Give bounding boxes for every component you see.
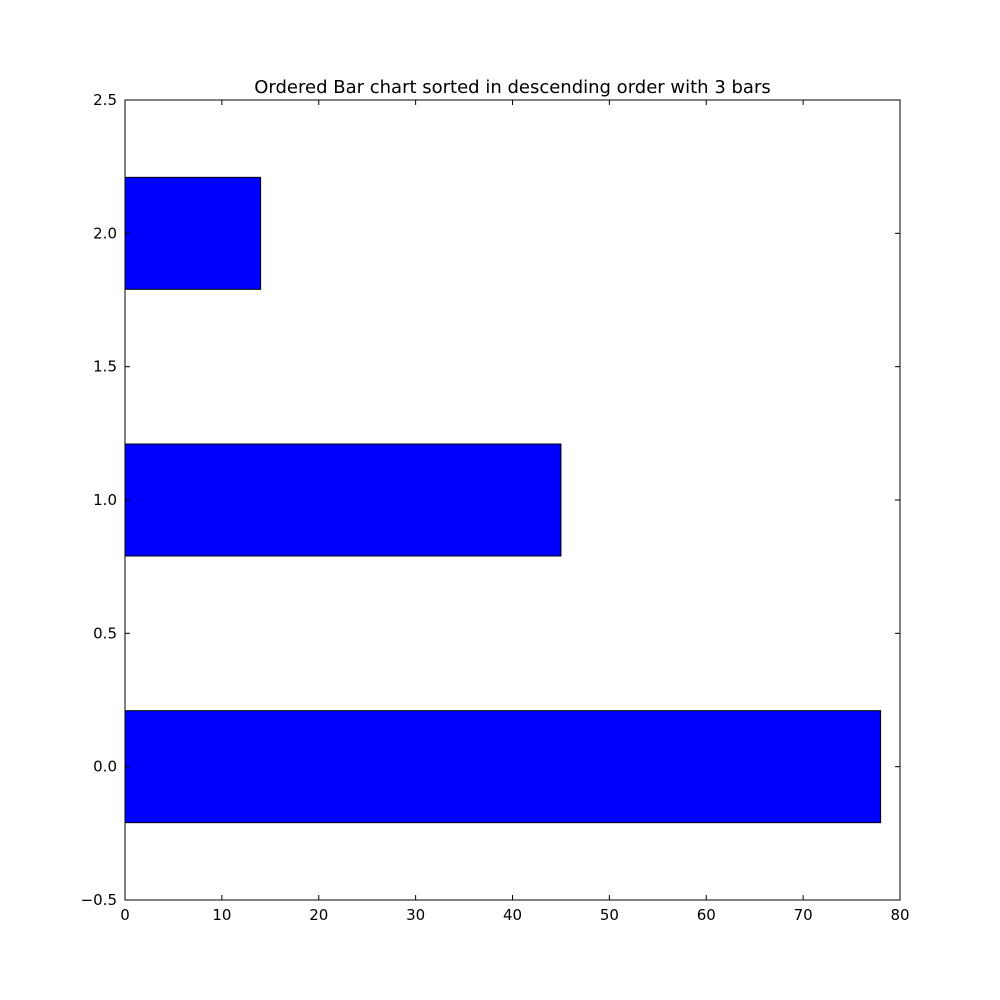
y-tick-label: 0.0 — [93, 758, 117, 776]
x-tick-label: 50 — [600, 906, 619, 924]
y-tick-label: 2.0 — [93, 224, 117, 242]
x-tick-label: 20 — [309, 906, 328, 924]
x-tick-label: 40 — [503, 906, 522, 924]
x-tick-label: 70 — [794, 906, 813, 924]
bar-0.0 — [124, 710, 882, 824]
bar-1.0 — [124, 443, 562, 557]
y-tick-label: 0.5 — [93, 624, 117, 642]
y-tick-label: 1.0 — [93, 491, 117, 509]
x-tick-label: 0 — [120, 906, 130, 924]
bar-2.0 — [124, 176, 262, 290]
y-tick-label: −0.5 — [81, 891, 117, 909]
ticks-group: 0 10 20 30 40 50 60 70 80 −0.5 0.0 0.5 1.0 1.5 2.0 2.5 — [81, 91, 910, 924]
x-tick-label: 60 — [697, 906, 716, 924]
chart-title: Ordered Bar chart sorted in descending o… — [254, 77, 770, 98]
x-tick-label: 80 — [890, 906, 909, 924]
plot-area-frame — [124, 99, 901, 901]
y-tick-label: 1.5 — [93, 358, 117, 376]
x-tick-label: 30 — [406, 906, 425, 924]
x-tick-label: 10 — [212, 906, 231, 924]
y-tick-label: 2.5 — [93, 91, 117, 109]
bars-group — [124, 176, 882, 824]
